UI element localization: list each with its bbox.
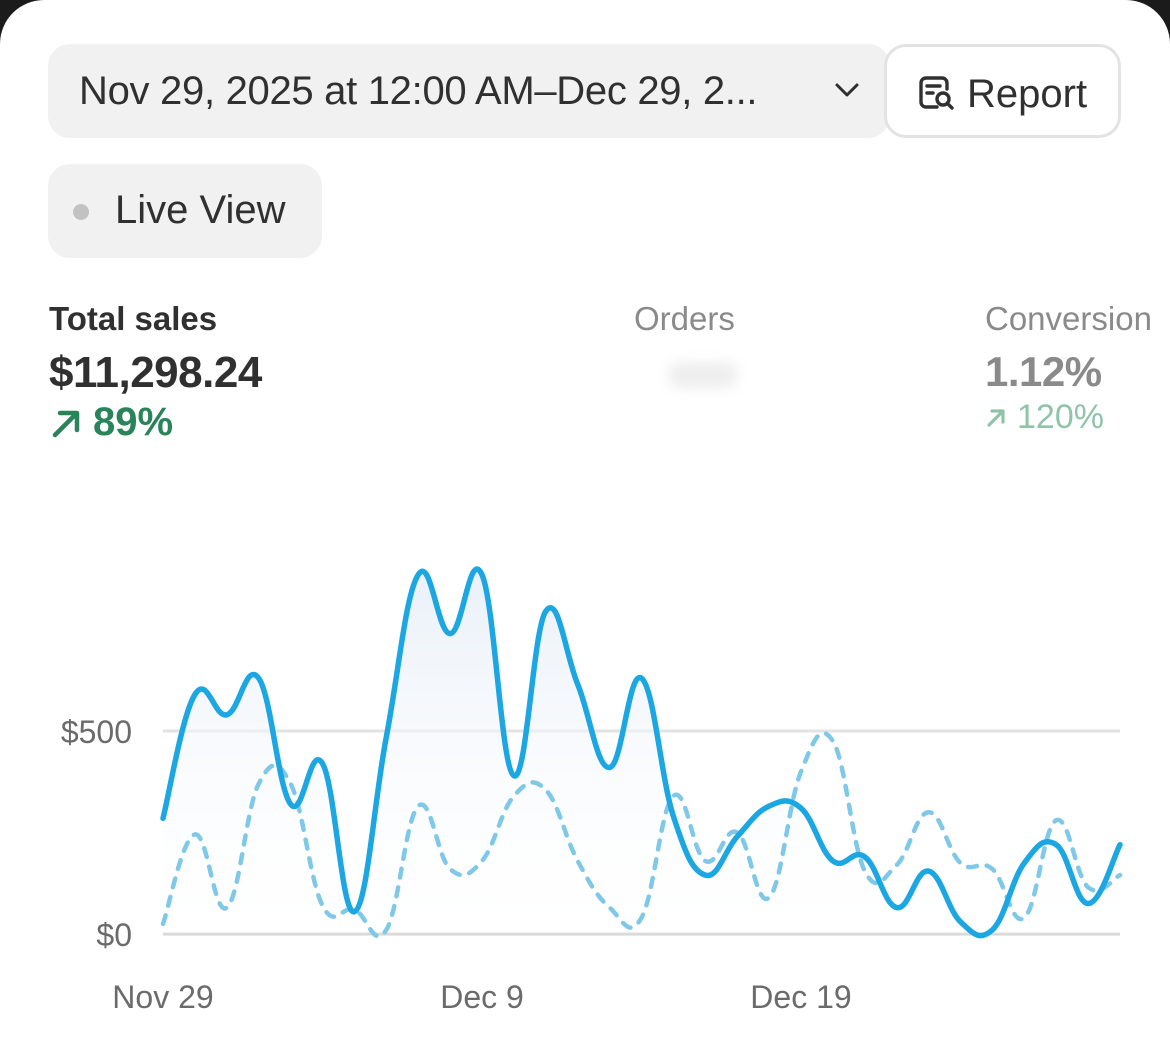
metric-change: 89% (49, 400, 262, 445)
x-tick-label: Dec 9 (440, 979, 524, 1015)
metric-name: Total sales (49, 300, 218, 337)
metric-conversion[interactable]: Conversion 1.12% 120% (985, 300, 1152, 437)
redacted-value (668, 362, 738, 388)
current-series-area (163, 569, 1120, 936)
date-range-picker[interactable]: Nov 29, 2025 at 12:00 AM–Dec 29, 2... (48, 44, 890, 138)
y-tick-label: $500 (61, 714, 132, 750)
metric-value: 1.12% (985, 348, 1102, 395)
y-tick-label: $0 (96, 917, 132, 953)
report-button[interactable]: Report (884, 44, 1121, 138)
metric-change-value: 120% (1017, 398, 1104, 436)
date-range-label: Nov 29, 2025 at 12:00 AM–Dec 29, 2... (79, 68, 758, 113)
arrow-up-right-icon (52, 410, 80, 437)
metric-change: 120% (985, 398, 1152, 437)
live-view-button[interactable]: Live View (48, 164, 322, 258)
arrow-up-right-icon (987, 408, 1005, 427)
metric-name: Orders (634, 300, 735, 337)
chevron-down-icon (835, 83, 859, 97)
live-status-dot (73, 204, 89, 220)
metric-change-value: 89% (93, 400, 174, 444)
metric-total-sales[interactable]: Total sales $11,298.24 89% (49, 300, 262, 445)
metric-value: $11,298.24 (49, 348, 262, 397)
previous-series-line (160, 731, 1123, 939)
current-series-line (160, 566, 1123, 939)
live-view-label: Live View (115, 188, 286, 232)
report-search-icon (919, 76, 954, 110)
metric-name: Conversion (985, 300, 1152, 337)
metric-orders[interactable]: Orders (634, 300, 738, 388)
x-tick-label: Nov 29 (112, 979, 213, 1015)
x-tick-label: Dec 19 (750, 979, 851, 1015)
report-label: Report (967, 72, 1088, 116)
